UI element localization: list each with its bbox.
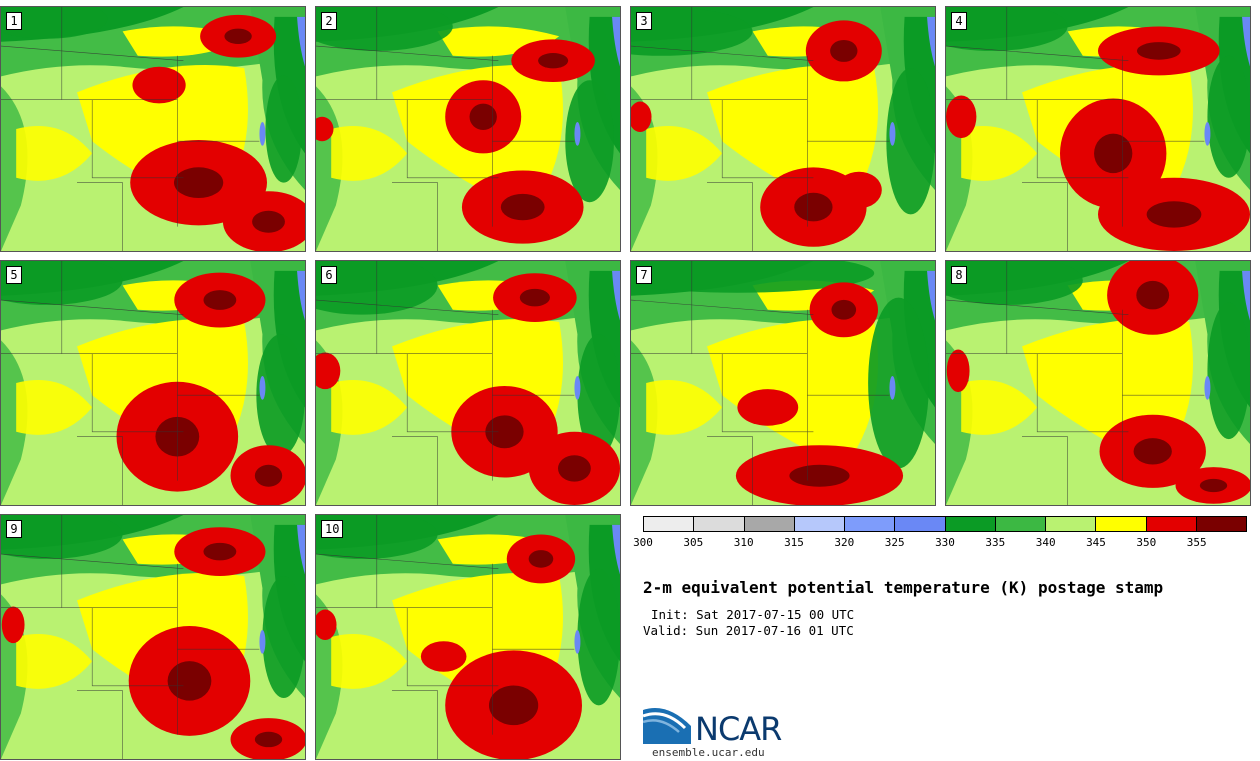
colorbar-swatch-0 [644,517,695,531]
theta-e-map [316,7,620,251]
colorbar-swatch-1 [694,517,745,531]
website-text: ensemble.ucar.edu [652,746,765,759]
panel-number-label: 2 [321,12,337,30]
colorbar-swatch-11 [1196,517,1246,531]
colorbar-tick-label: 335 [985,536,1006,549]
map-panel-5: 5 [0,260,306,506]
panel-number-label: 1 [6,12,22,30]
colorbar-swatch-8 [1046,517,1097,531]
colorbar-tick-label: 355 [1186,536,1207,549]
map-panel-2: 2 [315,6,621,252]
theta-e-map [631,261,935,505]
colorbar-tick-label: 300 [633,536,653,549]
colorbar-swatch-6 [945,517,996,531]
map-panel-3: 3 [630,6,936,252]
theta-e-map [1,261,305,505]
colorbar-swatch-10 [1146,517,1197,531]
panel-number-label: 6 [321,266,337,284]
colorbar-tick-label: 325 [884,536,905,549]
colorbar-swatch-5 [895,517,946,531]
map-panel-1: 1 [0,6,306,252]
colorbar-tick-label: 340 [1035,536,1056,549]
colorbar-tick-label: 310 [733,536,754,549]
panel-number-label: 5 [6,266,22,284]
map-panel-4: 4 [945,6,1251,252]
theta-e-map [1,515,305,759]
panel-number-label: 7 [636,266,652,284]
colorbar-labels: 300 305 310 315 320 325 330 335 340 345 350 355 [633,536,1247,550]
theta-e-map [316,515,620,759]
panel-number-label: 9 [6,520,22,538]
page-title: 2-m equivalent potential temperature (K)… [643,578,1164,597]
logo-text: NCAR [695,710,782,748]
ncar-logo-icon [643,708,691,744]
colorbar-tick-label: 320 [834,536,855,549]
colorbar-tick-label: 350 [1136,536,1157,549]
colorbar-swatch-2 [744,517,795,531]
panel-number-label: 10 [321,520,344,538]
map-panel-10: 10 [315,514,621,760]
colorbar-swatch-4 [845,517,896,531]
map-panel-9: 9 [0,514,306,760]
theta-e-map [631,7,935,251]
colorbar-swatch-7 [995,517,1046,531]
init-time: Init: Sat 2017-07-15 00 UTC [651,607,855,622]
theta-e-map [316,261,620,505]
colorbar-tick-label: 330 [935,536,955,549]
panel-number-label: 4 [951,12,967,30]
colorbar-tick-label: 305 [683,536,704,549]
colorbar-swatch-3 [794,517,845,531]
map-panel-8: 8 [945,260,1251,506]
theta-e-map [946,7,1250,251]
colorbar-tick-label: 315 [784,536,804,549]
panel-number-label: 3 [636,12,652,30]
valid-time: Valid: Sun 2017-07-16 01 UTC [643,623,854,638]
theta-e-map [1,7,305,251]
map-panel-7: 7 [630,260,936,506]
colorbar [643,516,1247,532]
theta-e-map [946,261,1250,505]
colorbar-tick-label: 345 [1086,536,1106,549]
panel-number-label: 8 [951,266,967,284]
colorbar-swatch-9 [1096,517,1147,531]
map-panel-6: 6 [315,260,621,506]
